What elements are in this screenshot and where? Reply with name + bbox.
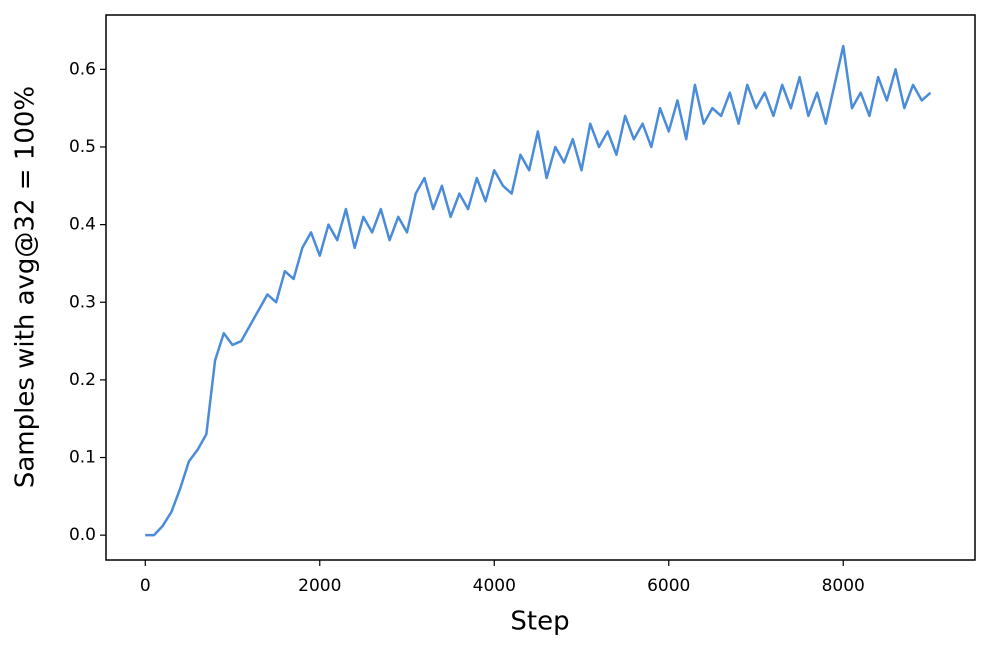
x-tick-label: 2000 <box>298 576 341 596</box>
x-tick-label: 4000 <box>473 576 516 596</box>
x-axis-label: Step <box>510 607 569 637</box>
y-axis-label: Samples with avg@32 = 100% <box>11 86 41 488</box>
y-tick-label: 0.3 <box>69 292 96 312</box>
data-line <box>145 44 932 537</box>
y-tick-label: 0.5 <box>69 137 96 157</box>
x-tick-label: 8000 <box>822 576 865 596</box>
y-tick-label: 0.4 <box>69 215 96 235</box>
x-tick-label: 0 <box>140 576 151 596</box>
y-tick-label: 0.2 <box>69 370 96 390</box>
y-tick-label: 0.6 <box>69 59 96 79</box>
x-tick-label: 6000 <box>647 576 690 596</box>
y-tick-label: 0.1 <box>69 448 96 468</box>
y-tick-label: 0.0 <box>69 525 96 545</box>
plot-frame <box>105 14 976 561</box>
